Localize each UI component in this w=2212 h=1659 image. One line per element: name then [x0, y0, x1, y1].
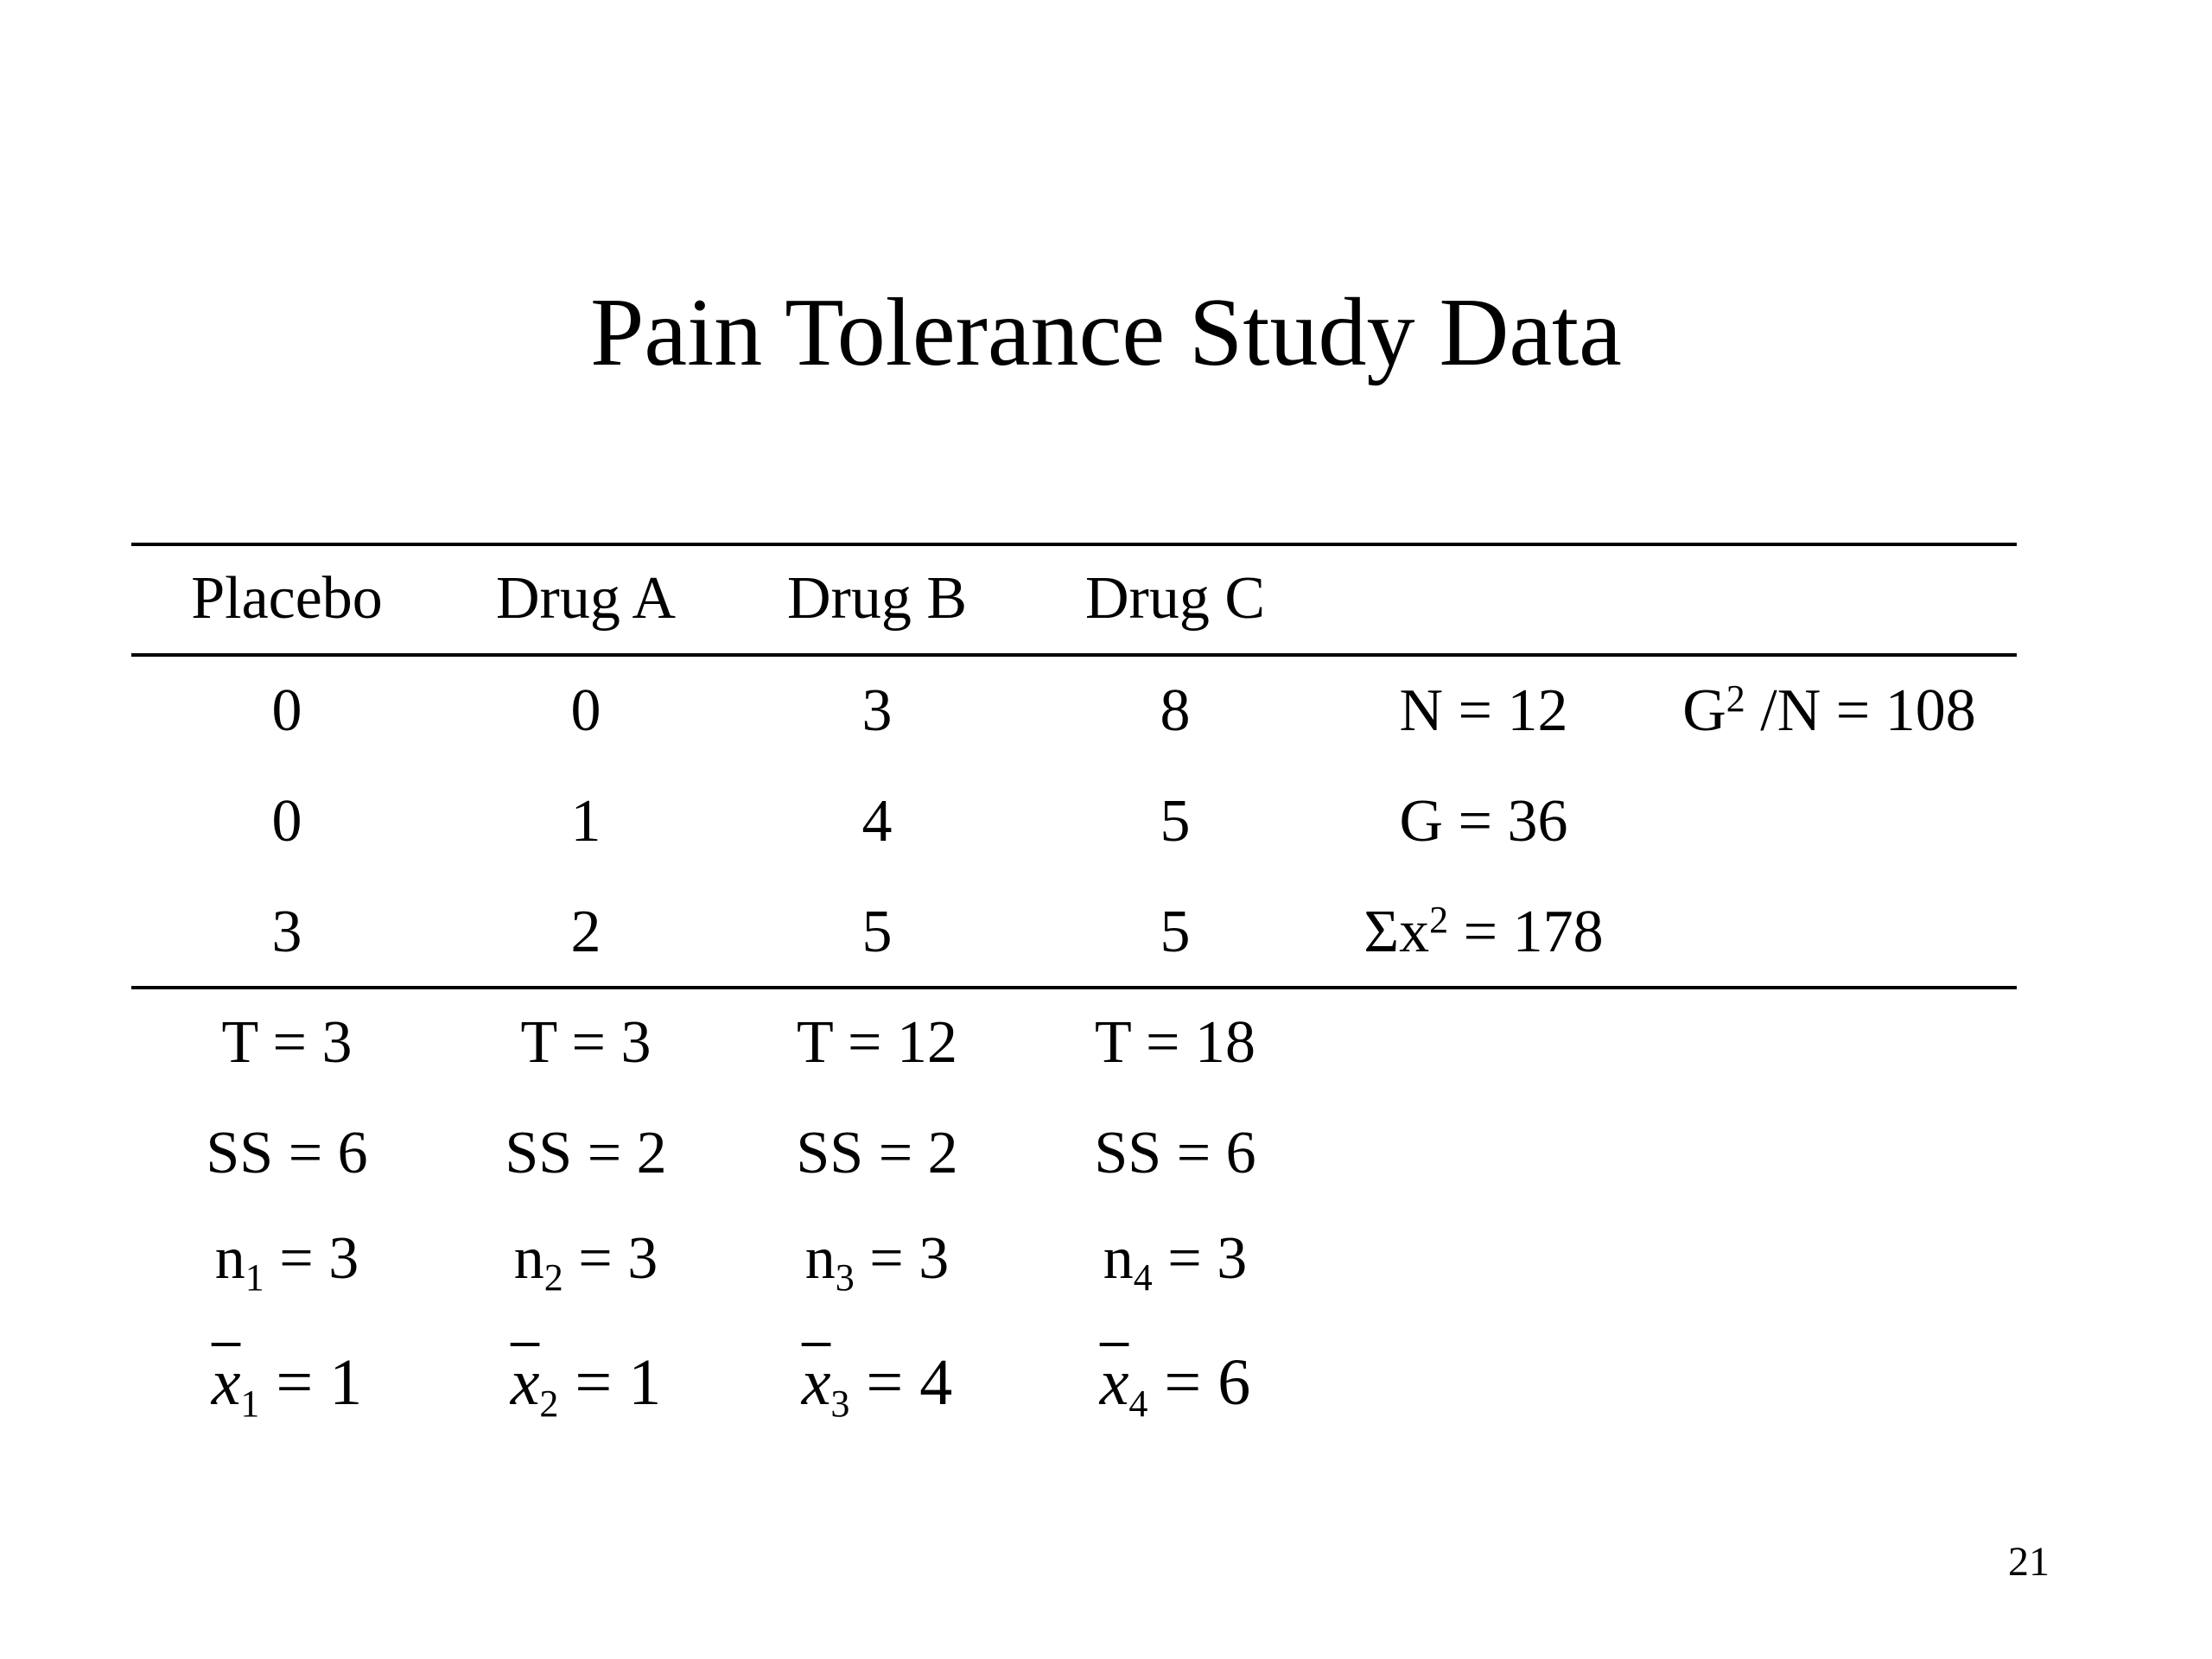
- total-drug-c: T = 18: [1095, 1009, 1255, 1076]
- header-placebo: Placebo: [191, 565, 383, 632]
- summary-g2-over-n: G2 /N = 108: [1682, 677, 1976, 744]
- page-number: 21: [2008, 1539, 2050, 1585]
- table-cell: 1: [570, 788, 601, 855]
- table-cell: 5: [1160, 788, 1191, 855]
- summary-grand-total: G = 36: [1399, 788, 1568, 855]
- n-placebo: n1 = 3: [214, 1225, 359, 1299]
- mean-placebo: x1 = 1: [211, 1346, 363, 1425]
- ss-drug-b: SS = 2: [796, 1120, 958, 1186]
- header-drug-c: Drug C: [1084, 565, 1266, 632]
- summary-sum-x-squared: Σx2 = 178: [1363, 899, 1604, 965]
- table-cell: 0: [271, 788, 302, 855]
- header-bottom-rule: [131, 653, 2017, 657]
- table-cell: 3: [271, 899, 302, 965]
- total-placebo: T = 3: [221, 1009, 353, 1076]
- table-cell: 5: [1160, 899, 1191, 965]
- n-drug-a: n2 = 3: [513, 1225, 658, 1299]
- table-cell: 8: [1160, 677, 1191, 744]
- table-cell: 0: [271, 677, 302, 744]
- mean-drug-a: x2 = 1: [510, 1346, 662, 1425]
- data-bottom-rule: [131, 986, 2017, 989]
- n-drug-b: n3 = 3: [804, 1225, 950, 1299]
- ss-placebo: SS = 6: [206, 1120, 368, 1186]
- header-drug-b: Drug B: [786, 565, 968, 632]
- total-drug-b: T = 12: [797, 1009, 957, 1076]
- n-drug-c: n4 = 3: [1103, 1225, 1248, 1299]
- mean-drug-c: x4 = 6: [1099, 1346, 1251, 1425]
- total-drug-a: T = 3: [520, 1009, 652, 1076]
- mean-drug-b: x3 = 4: [801, 1346, 953, 1425]
- slide-title: Pain Tolerance Study Data: [590, 279, 1622, 386]
- table-cell: 4: [861, 788, 893, 855]
- ss-drug-c: SS = 6: [1094, 1120, 1256, 1186]
- table-cell: 0: [570, 677, 601, 744]
- table-cell: 5: [861, 899, 893, 965]
- summary-n-total: N = 12: [1399, 677, 1568, 744]
- header-drug-a: Drug A: [495, 565, 677, 632]
- table-cell: 2: [570, 899, 601, 965]
- table-cell: 3: [861, 677, 893, 744]
- ss-drug-a: SS = 2: [505, 1120, 667, 1186]
- table-top-rule: [131, 543, 2017, 546]
